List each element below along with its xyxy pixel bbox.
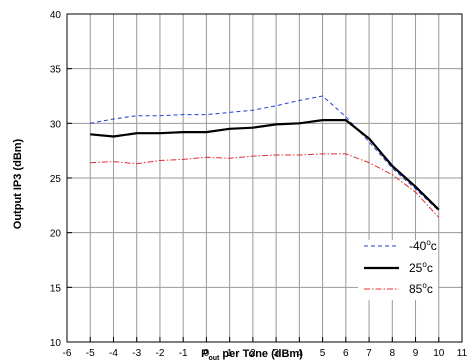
x-tick-label: -1 [179,348,188,359]
x-tick-label: 11 [457,348,468,359]
y-axis-title: Output IP3 (dBm) [12,138,24,229]
legend-entry-25c: 25oc [364,260,433,275]
series-lines [90,95,440,218]
x-tick-labels: -6 -5 -4 -3 -2 -1 0 1 2 3 4 5 6 7 8 9 10 11 [63,348,468,359]
y-tick-labels: 10 15 20 25 30 35 40 [50,10,62,349]
x-tick-label: 10 [433,348,445,359]
legend-entry-minus40c: -40oc [364,238,437,253]
legend-label-85c: 85oc [409,281,433,296]
x-tick-label: -4 [109,348,118,359]
y-tick-label: 20 [50,229,62,240]
x-tick-label: 7 [366,348,372,359]
series-line-minus40c [90,95,440,212]
y-tick-label: 35 [50,65,62,76]
legend-box [358,240,438,300]
legend-label-minus40c: -40oc [409,238,437,253]
x-tick-label: -3 [132,348,141,359]
series-line-25c [90,118,440,211]
series-line-85c [90,153,440,218]
x-axis-title-rest: per Tone (dBm) [219,348,303,360]
y-tick-label: 15 [50,283,62,294]
x-tick-label: 9 [413,348,419,359]
x-tick-label: -2 [155,348,164,359]
x-tick-label: -6 [63,348,72,359]
x-tick-label: 6 [343,348,349,359]
y-tick-label: 40 [50,10,62,21]
x-tick-label: 2 [250,348,256,359]
legend-entry-85c: 85oc [364,281,433,296]
x-tick-label: 0 [204,348,210,359]
y-tick-label: 25 [50,174,62,185]
x-tick-label: 3 [273,348,279,359]
x-axis-title-main: P [201,348,208,360]
x-axis-title-subscript: out [208,355,220,362]
legend-label-25c: 25oc [409,260,433,275]
y-tick-label: 10 [50,338,62,349]
axis-ticks [66,13,463,343]
x-tick-label: 8 [390,348,396,359]
x-axis-title: Pout per Tone (dBm) [201,348,303,362]
legend: -40oc 25oc 85oc [358,238,438,300]
x-tick-label: 5 [320,348,326,359]
y-tick-label: 30 [50,119,62,130]
x-tick-label: 1 [227,348,233,359]
x-tick-label: 4 [297,348,303,359]
x-tick-label: -5 [86,348,95,359]
